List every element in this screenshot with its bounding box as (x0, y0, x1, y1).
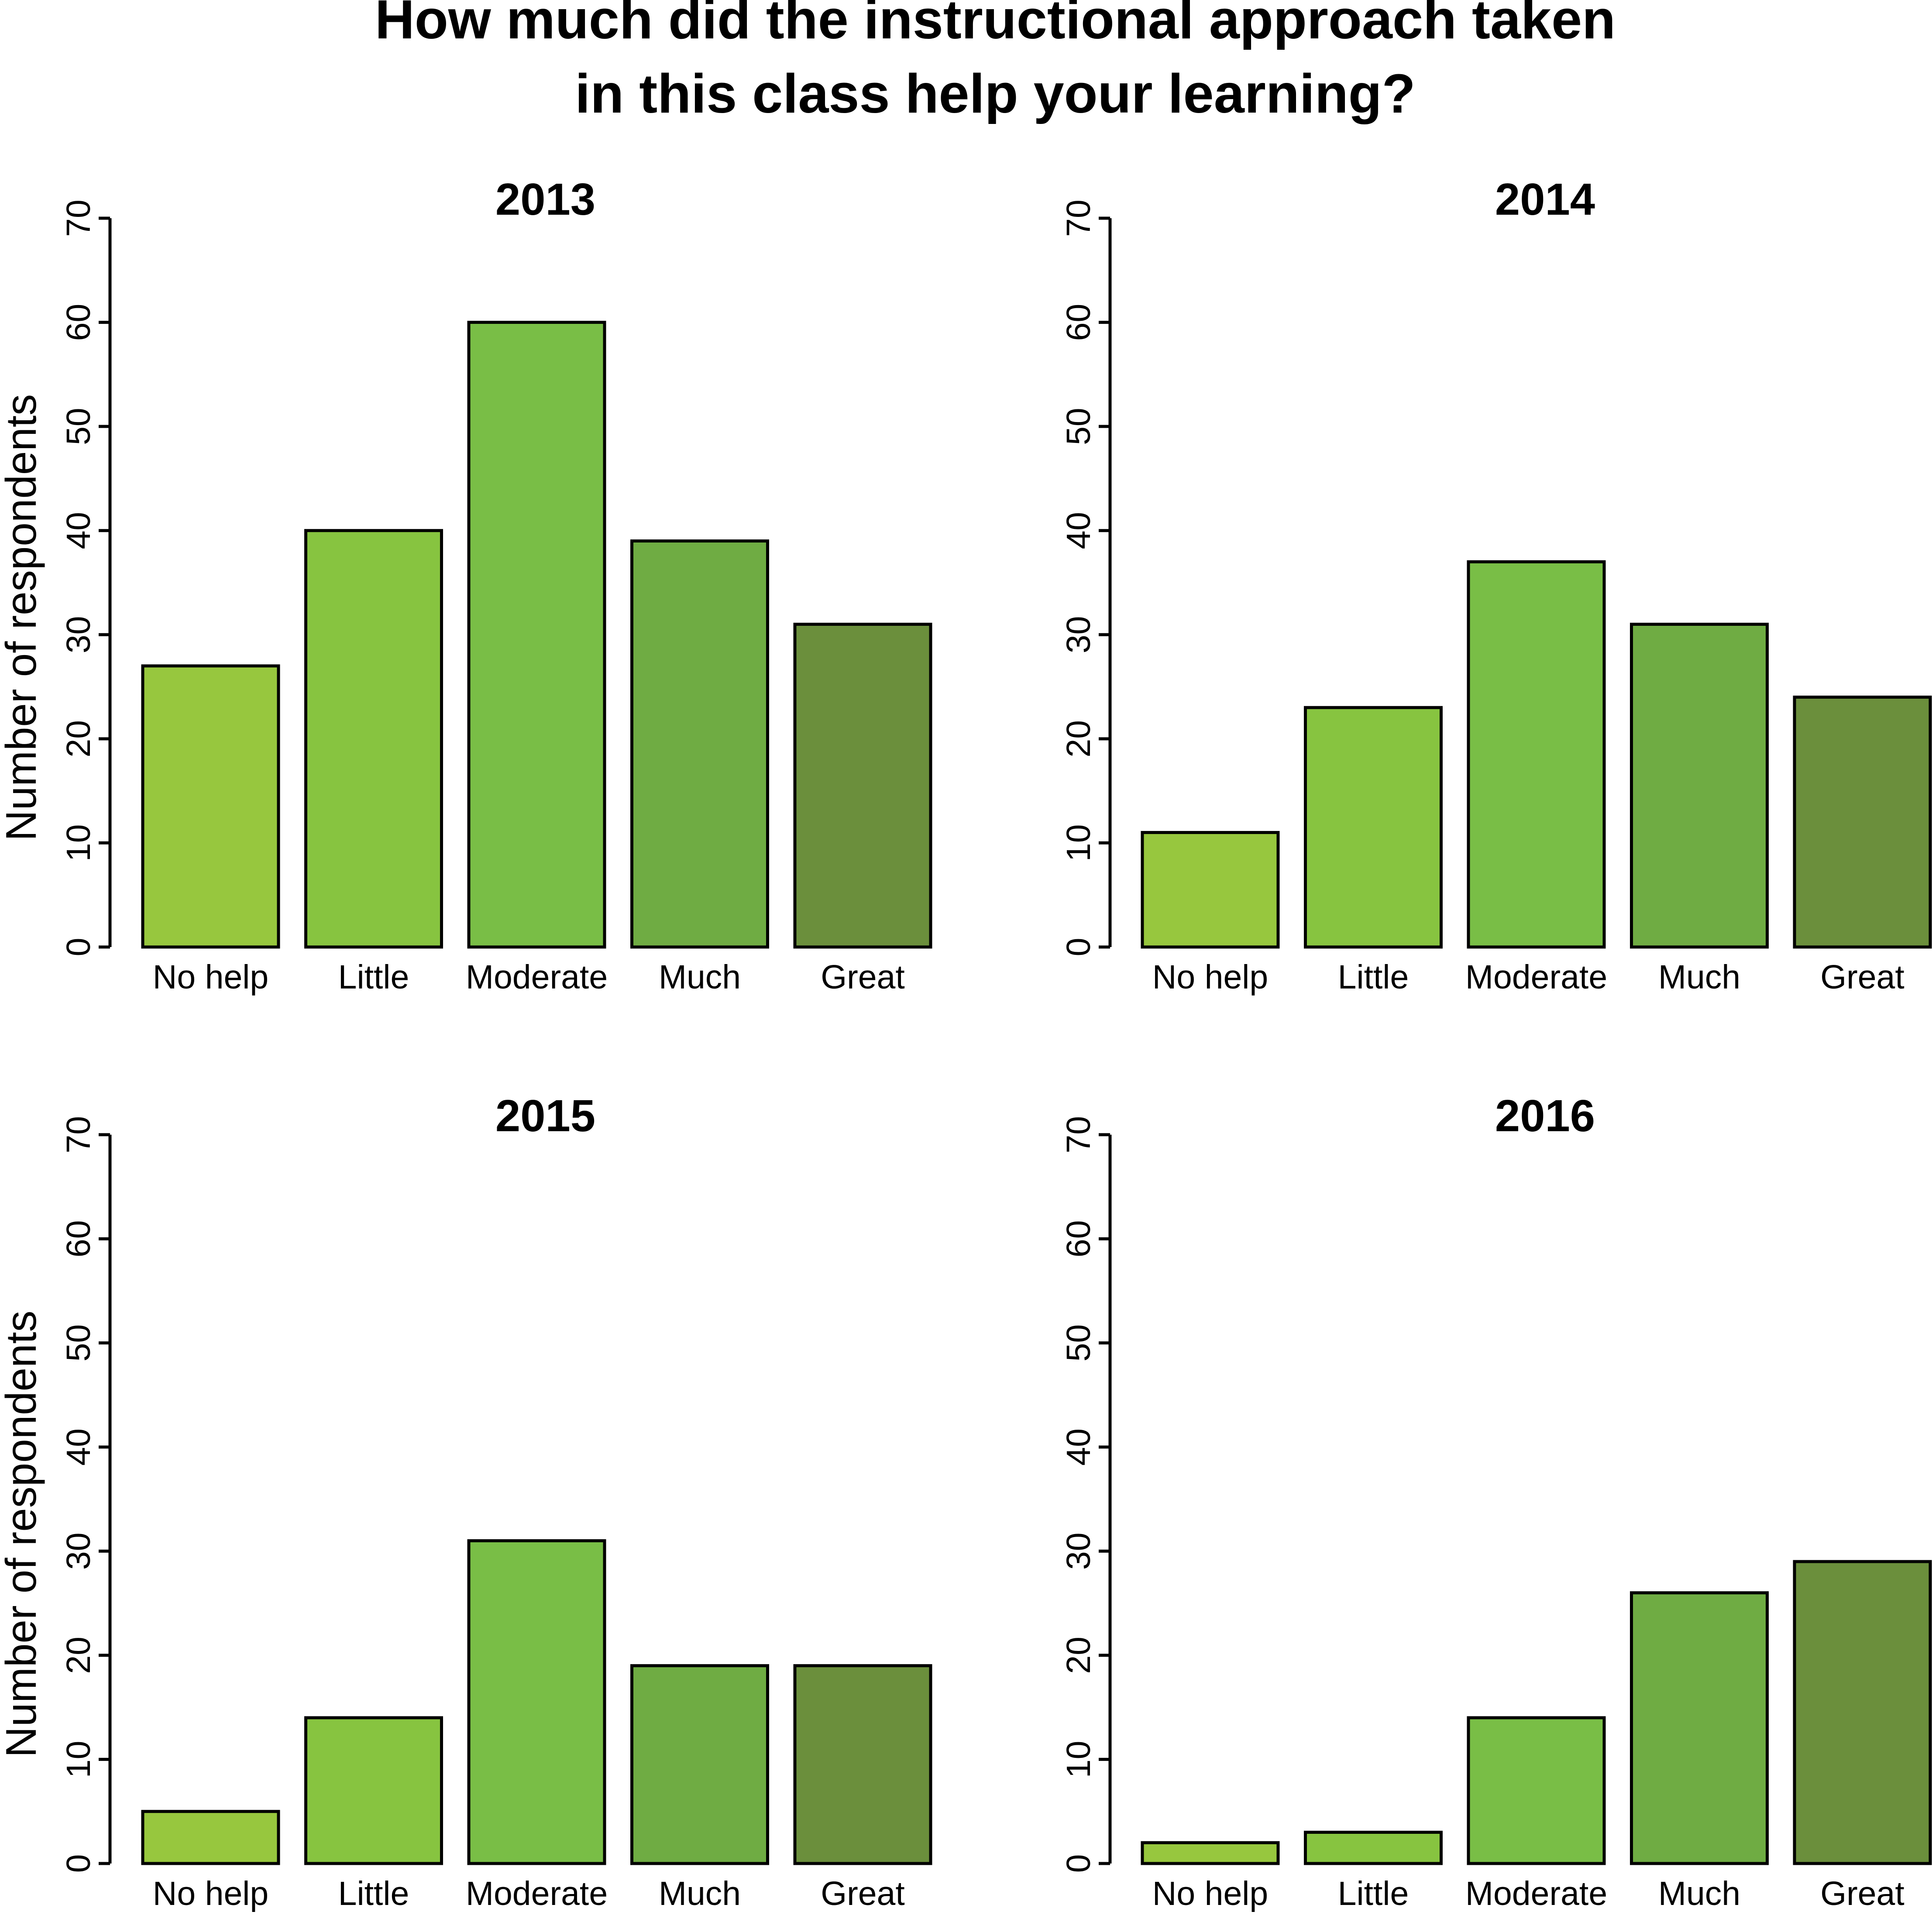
bar-great (793, 622, 932, 949)
bar-great (793, 1664, 932, 1865)
y-tick-label: 0 (60, 938, 97, 957)
y-tick-label: 30 (1060, 616, 1097, 653)
x-category-label: Little (1338, 958, 1409, 996)
bar-much (1630, 1591, 1769, 1865)
y-tick-label: 20 (60, 1637, 97, 1674)
chart-panel-2013: 2013 0 10 20 30 40 50 60 70 Number of respondents… (0, 174, 932, 996)
bar-great (1793, 1560, 1932, 1865)
x-category-label: Moderate (466, 1875, 608, 1912)
y-tick-label: 60 (1060, 1220, 1097, 1258)
x-category-label: Much (659, 958, 741, 996)
bar-much (630, 539, 769, 949)
bar-no-help (1141, 831, 1280, 949)
x-category-label: Great (821, 1875, 905, 1912)
y-tick-label: 40 (1060, 1428, 1097, 1466)
bar-no-help (141, 664, 280, 949)
y-tick-label: 20 (1060, 1637, 1097, 1674)
x-category-label: No help (153, 958, 268, 996)
y-tick-label: 20 (60, 720, 97, 758)
x-category-label: Much (1658, 1875, 1740, 1912)
panel-title: 2015 (495, 1091, 595, 1141)
y-tick-label: 40 (60, 512, 97, 549)
y-axis-title: Number of respondents (0, 394, 45, 841)
bar-little (304, 529, 443, 949)
y-tick-label: 60 (60, 304, 97, 341)
x-category-label: No help (1152, 1875, 1268, 1912)
y-tick-label: 10 (60, 824, 97, 862)
chart-panels: 2013 0 10 20 30 40 50 60 70 Number of respondents… (0, 174, 1932, 1912)
y-tick-label: 40 (1060, 512, 1097, 549)
x-category-label: Much (1658, 958, 1740, 996)
x-category-label: Little (338, 958, 409, 996)
y-tick-label: 50 (1060, 1324, 1097, 1362)
bar-moderate (1467, 1716, 1606, 1865)
bar-no-help (1141, 1841, 1280, 1865)
bar-much (630, 1664, 769, 1865)
y-tick-label: 60 (1060, 304, 1097, 341)
y-tick-label: 10 (1060, 824, 1097, 862)
y-tick-label: 70 (1060, 199, 1097, 237)
y-tick-label: 0 (1060, 1854, 1097, 1873)
figure-title-line-1: How much did the instructional approach … (375, 0, 1616, 50)
chart-panel-2016: 2016 0 10 20 30 40 50 60 70 No help Little Moderate… (1060, 1091, 1932, 1912)
y-tick-label: 30 (60, 1532, 97, 1570)
bar-great (1793, 695, 1932, 949)
y-tick-label: 10 (60, 1741, 97, 1778)
bar-much (1630, 622, 1769, 949)
bar-little (304, 1716, 443, 1865)
panel-title: 2016 (1495, 1091, 1595, 1141)
bar-no-help (141, 1810, 280, 1865)
bar-little (1304, 706, 1443, 949)
y-tick-label: 70 (60, 1116, 97, 1153)
x-category-label: Moderate (1465, 958, 1607, 996)
panel-title: 2013 (495, 174, 595, 224)
y-tick-label: 50 (60, 408, 97, 445)
y-tick-label: 0 (60, 1854, 97, 1873)
panel-title: 2014 (1495, 174, 1595, 224)
y-tick-label: 0 (1060, 938, 1097, 957)
x-category-label: Moderate (1465, 1875, 1607, 1912)
bar-moderate (467, 321, 606, 949)
chart-panel-2014: 2014 0 10 20 30 40 50 60 70 No help Little Moderate… (1060, 174, 1932, 996)
x-category-label: No help (153, 1875, 268, 1912)
x-category-label: Little (338, 1875, 409, 1912)
y-tick-label: 50 (60, 1324, 97, 1362)
y-axis-title: Number of respondents (0, 1311, 45, 1757)
bar-moderate (467, 1539, 606, 1865)
x-category-label: Great (1820, 958, 1904, 996)
y-tick-label: 40 (60, 1428, 97, 1466)
x-category-label: Little (1338, 1875, 1409, 1912)
figure-title-line-2: in this class help your learning? (575, 63, 1415, 124)
x-category-label: Moderate (466, 958, 608, 996)
y-tick-label: 30 (60, 616, 97, 653)
bar-little (1304, 1830, 1443, 1865)
y-tick-label: 60 (60, 1220, 97, 1258)
y-tick-label: 30 (1060, 1532, 1097, 1570)
y-tick-label: 50 (1060, 408, 1097, 445)
y-tick-label: 10 (1060, 1741, 1097, 1778)
chart-panel-2015: 2015 0 10 20 30 40 50 60 70 Number of respondents… (0, 1091, 932, 1912)
y-tick-label: 70 (1060, 1116, 1097, 1153)
x-category-label: Much (659, 1875, 741, 1912)
bar-moderate (1467, 560, 1606, 949)
x-category-label: No help (1152, 958, 1268, 996)
x-category-label: Great (1820, 1875, 1904, 1912)
y-tick-label: 20 (1060, 720, 1097, 758)
x-category-label: Great (821, 958, 905, 996)
y-tick-label: 70 (60, 199, 97, 237)
